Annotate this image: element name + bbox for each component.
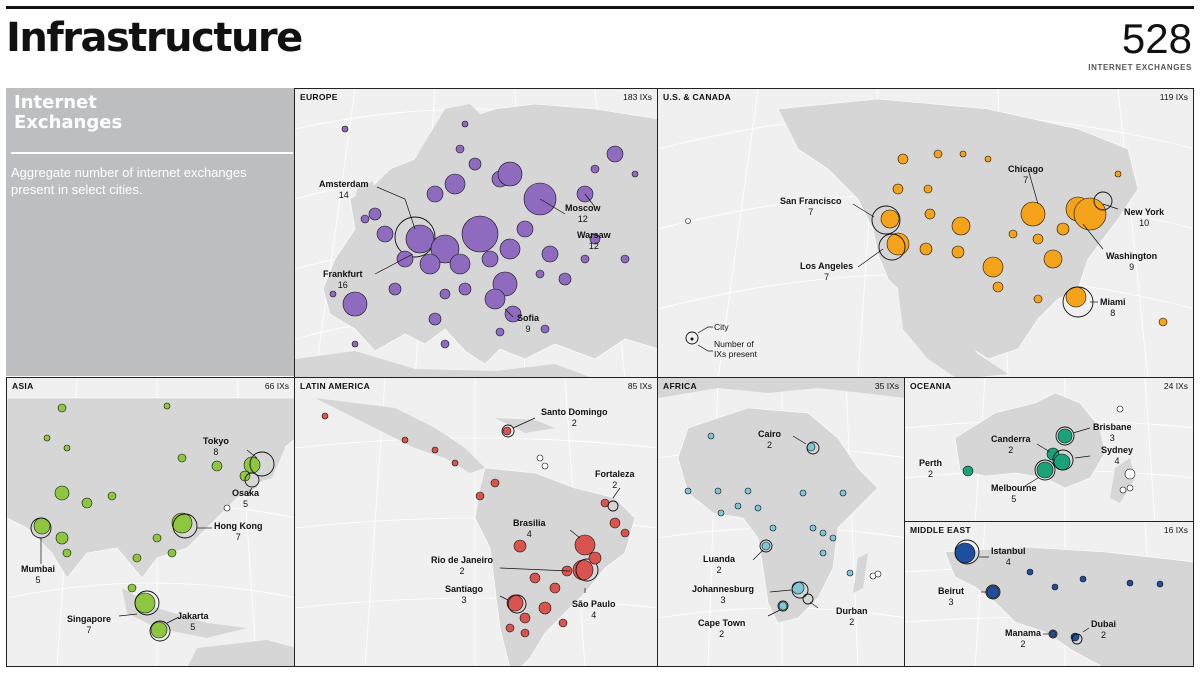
asia-leader-lines (40, 449, 258, 624)
oceania-map (905, 378, 1193, 521)
region-count: 35 IXs (874, 381, 899, 391)
region-count: 66 IXs (264, 381, 289, 391)
label-frankfurt: Frankfurt 16 (323, 269, 363, 290)
label-manama: Manama 2 (1005, 628, 1042, 649)
region-title: EUROPE (300, 92, 338, 102)
region-count: 85 IXs (627, 381, 652, 391)
label-durban: Durban 2 (836, 606, 868, 627)
me-leader-lines (979, 556, 1090, 635)
europe-leader-lines (374, 186, 596, 318)
legend-count: Number of IXs present (714, 339, 757, 359)
label-los-angeles: Los Angeles 7 (800, 261, 854, 282)
region-title: ASIA (12, 381, 34, 391)
top-rule (6, 6, 1194, 9)
label-luanda: Luanda 2 (703, 554, 736, 575)
middle-east-land (944, 546, 1193, 666)
africa-leader-lines (752, 435, 819, 617)
page-title: Infrastructure (6, 15, 303, 61)
panel-africa: AFRICA 35 IXs (657, 377, 905, 667)
central-america-land (315, 398, 485, 473)
label-san-francisco: San Francisco 7 (780, 196, 842, 217)
us-canada-map (658, 89, 1193, 377)
label-brasilia: Brasilia 4 (513, 518, 546, 539)
label-johannesburg: Johannesburg 3 (692, 584, 755, 605)
intro-heading: Internet Exchanges (14, 92, 123, 133)
legend-city: City (714, 322, 729, 332)
us-leader-lines (697, 168, 1119, 352)
label-canderra: Canderra 2 (991, 434, 1031, 455)
intro-panel: Internet Exchanges Aggregate number of i… (6, 88, 294, 376)
label-beirut: Beirut 3 (938, 586, 965, 607)
label-sao-paulo: São Paulo 4 (572, 599, 616, 620)
label-hong-kong: Hong Kong 7 (214, 521, 263, 542)
asia-map (7, 378, 294, 666)
label-rio-de-janeiro: Rio de Janeiro 2 (431, 555, 494, 576)
total-count-label: INTERNET EXCHANGES (1088, 63, 1192, 72)
asia-markers (30, 402, 275, 642)
label-chicago: Chicago 7 (1008, 164, 1044, 185)
region-count: 183 IXs (623, 92, 652, 102)
panel-latin-america: LATIN AMERICA 85 IXs (294, 377, 658, 667)
region-count: 16 IXs (1163, 525, 1188, 535)
label-moscow: Moscow 12 (565, 203, 601, 224)
label-mumbai: Mumbai 5 (21, 564, 56, 585)
europe-edge-land (658, 378, 904, 398)
australia-top-land (188, 640, 294, 666)
region-title: OCEANIA (910, 381, 952, 391)
region-title: LATIN AMERICA (300, 381, 371, 391)
region-count: 24 IXs (1163, 381, 1188, 391)
label-warsaw: Warsaw 12 (577, 230, 611, 251)
panel-europe: EUROPE 183 IXs (294, 88, 658, 378)
label-istanbul: Istanbul 4 (991, 546, 1026, 567)
label-miami: Miami 8 (1100, 297, 1126, 318)
europe-markers (329, 120, 639, 349)
latin-america-map (295, 378, 657, 666)
panel-middle-east: MIDDLE EAST 16 IXs Istanbul 4 Beirut 3 Ma (904, 521, 1194, 667)
africa-north-land (295, 351, 590, 377)
latam-leader-lines (499, 417, 621, 601)
africa-map (658, 378, 904, 666)
region-count: 119 IXs (1159, 92, 1188, 102)
label-osaka: Osaka 5 (232, 488, 260, 509)
label-singapore: Singapore 7 (67, 614, 112, 635)
total-count: 528 (1121, 15, 1192, 62)
region-title: AFRICA (663, 381, 697, 391)
oceania-markers (962, 405, 1136, 494)
region-title: MIDDLE EAST (910, 525, 971, 535)
label-fortaleza: Fortaleza 2 (595, 469, 635, 490)
europe-map (295, 89, 657, 377)
label-sofia: Sofia 9 (517, 313, 540, 334)
label-jakarta: Jakarta 5 (177, 611, 209, 632)
mexico-land (898, 289, 1008, 377)
label-amsterdam: Amsterdam 14 (319, 179, 369, 200)
label-dubai: Dubai 2 (1091, 619, 1117, 640)
madagascar-land (853, 553, 868, 593)
intro-description: Aggregate number of internet exchanges p… (11, 165, 247, 197)
us-canada-markers (685, 149, 1168, 345)
graticule (295, 378, 657, 666)
label-cape-town: Cape Town 2 (698, 618, 746, 639)
label-sydney: Sydney 4 (1101, 445, 1134, 466)
africa-markers (684, 432, 882, 612)
label-santiago: Santiago 3 (445, 584, 484, 605)
region-title: U.S. & CANADA (663, 92, 732, 102)
label-washington: Washington 9 (1106, 251, 1158, 272)
middle-east-map (905, 522, 1193, 666)
label-tokyo: Tokyo 8 (203, 436, 229, 457)
label-melbourne: Melbourne 5 (991, 483, 1037, 504)
label-santo-domingo: Santo Domingo 2 (541, 407, 608, 428)
panel-oceania: OCEANIA 24 IXs Brisbane 3 Canderra 2 Sydne… (904, 377, 1194, 522)
label-perth: Perth 2 (919, 458, 943, 479)
label-cairo: Cairo 2 (758, 429, 782, 450)
oceania-leader-lines (1024, 427, 1091, 487)
panel-us-canada: U.S. & CANADA 119 IXs (657, 88, 1194, 378)
south-america-land (474, 467, 636, 666)
caribbean-land (495, 418, 555, 433)
panel-asia: ASIA 66 IXs (6, 377, 295, 667)
intro-divider (11, 152, 293, 154)
label-brisbane: Brisbane 3 (1093, 422, 1132, 443)
label-new-york: New York 10 (1124, 207, 1165, 228)
